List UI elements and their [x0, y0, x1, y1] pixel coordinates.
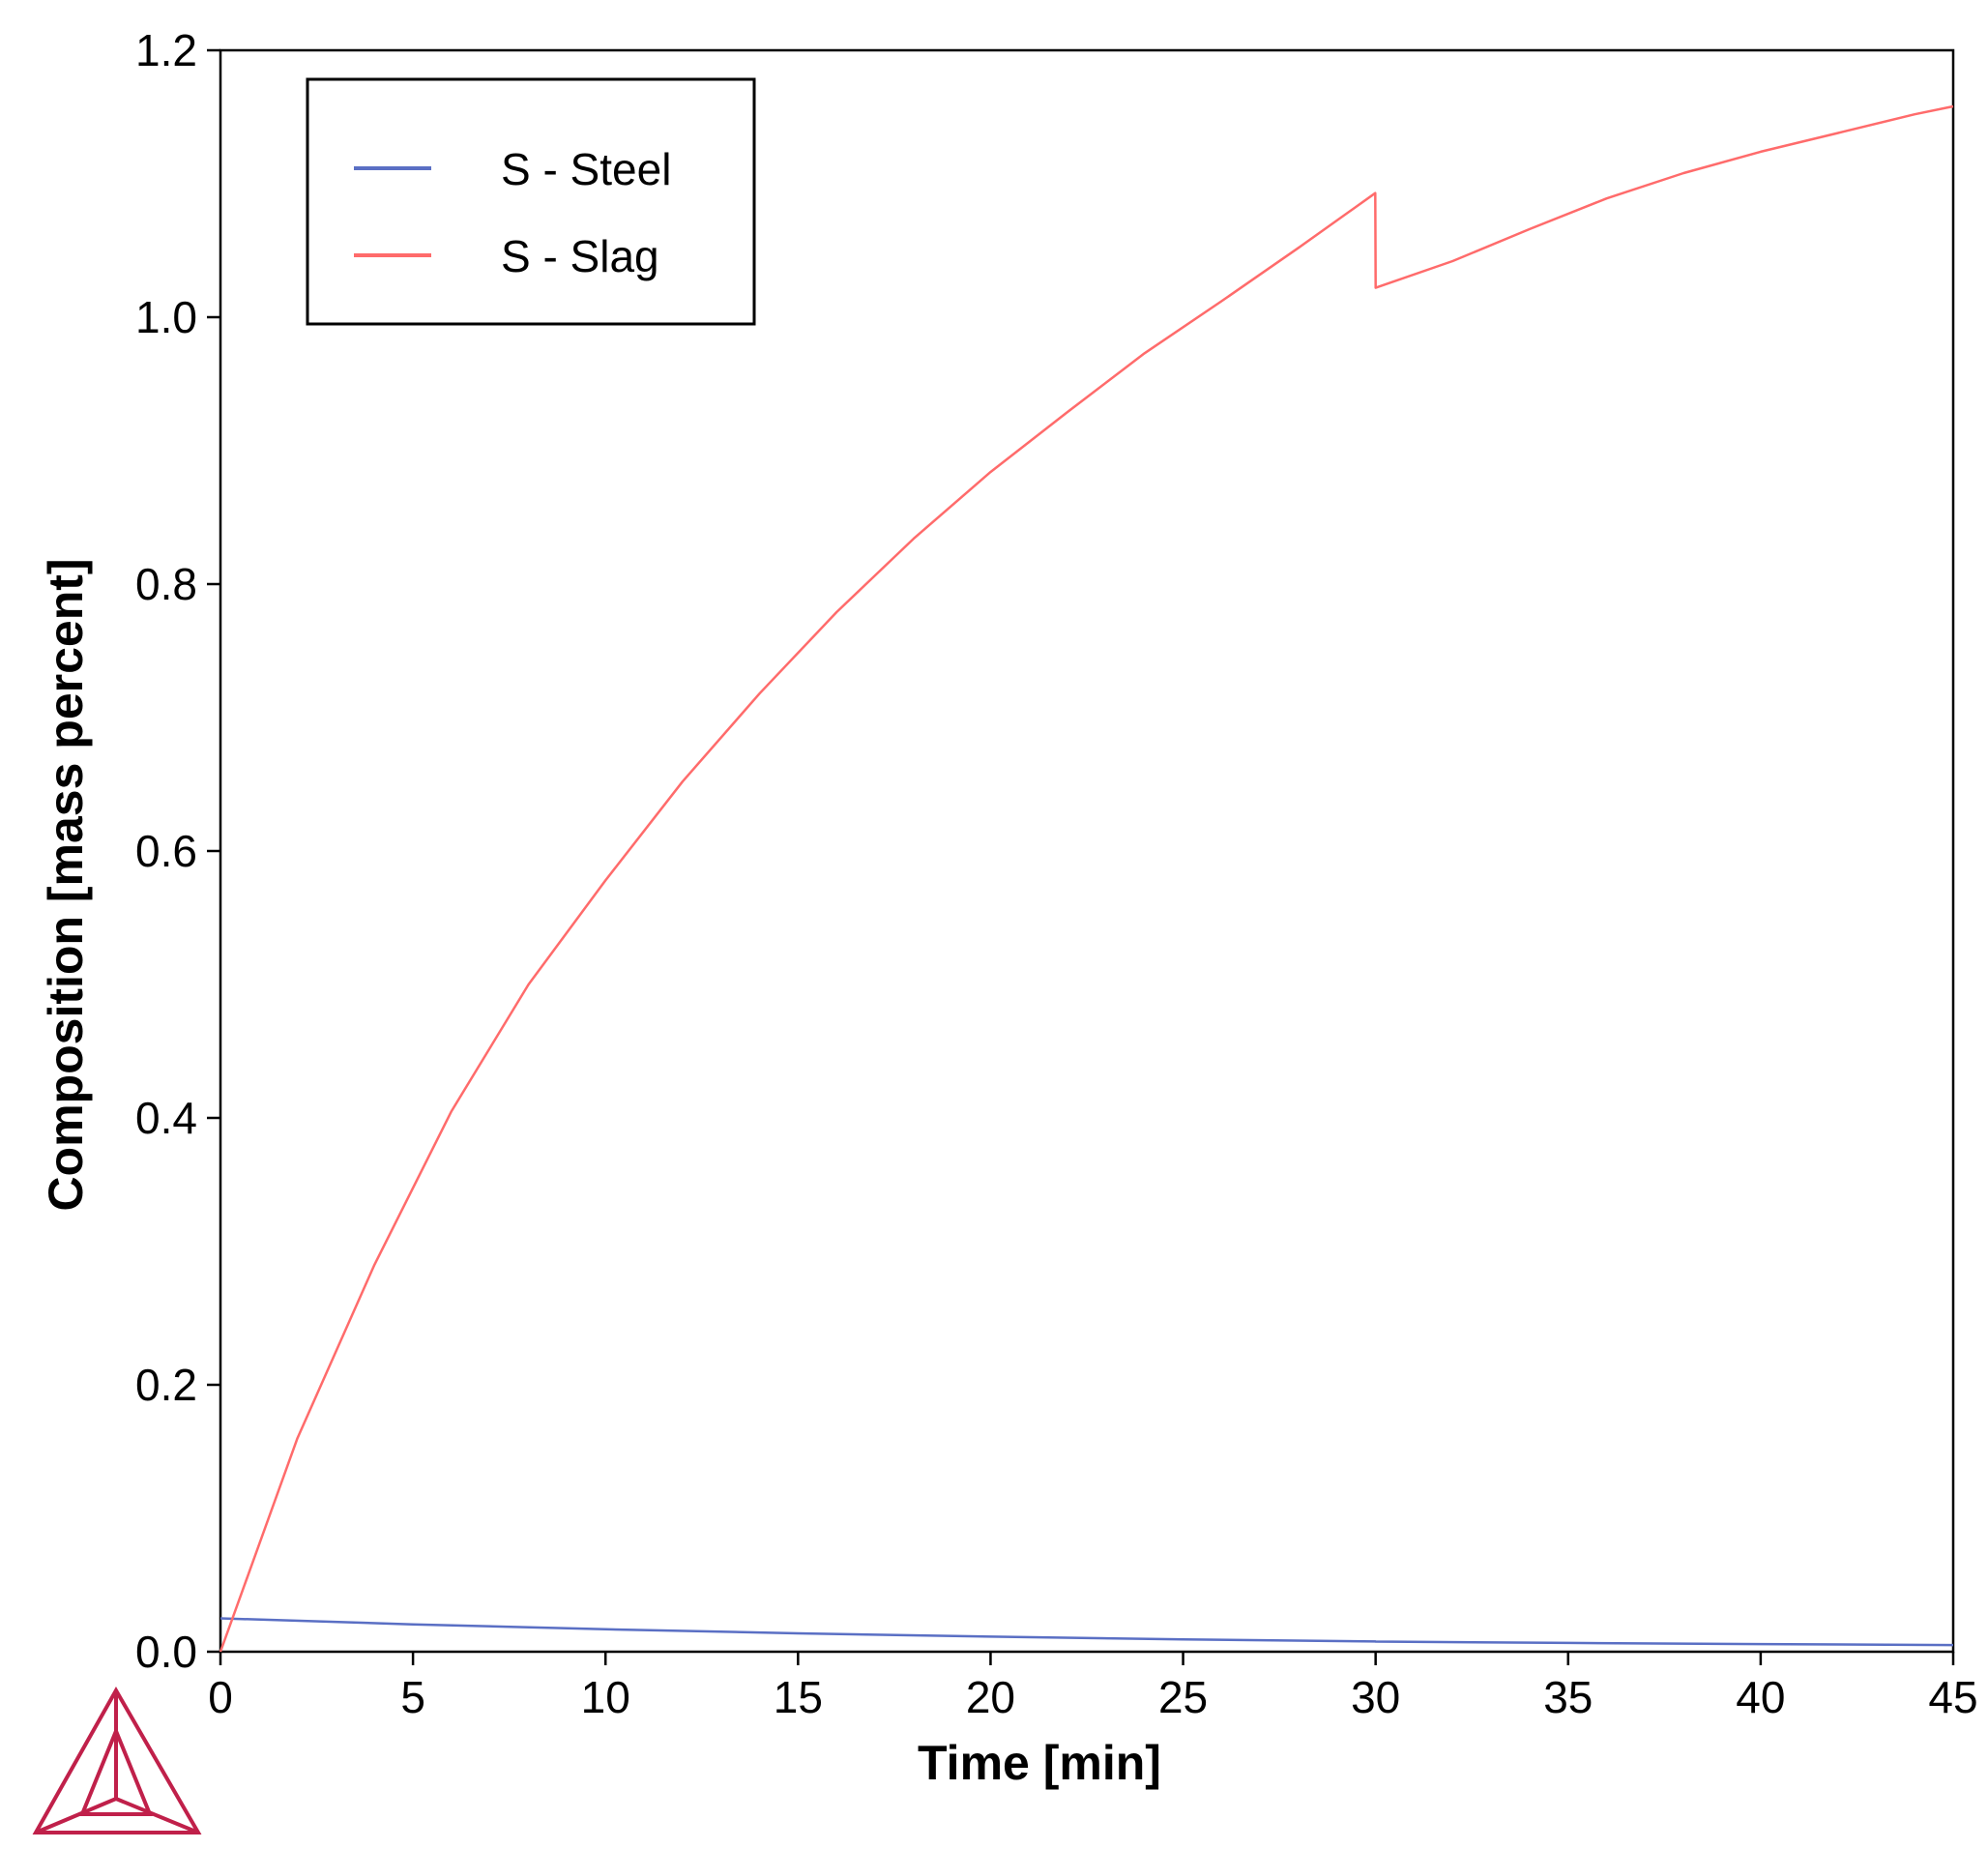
legend-label-steel: S - Steel	[501, 144, 671, 194]
y-tick-label: 0.4	[135, 1093, 197, 1143]
x-tick-label: 25	[1158, 1672, 1208, 1722]
x-axis: 0 5 10 15 20 25 30 35 40 45	[208, 1652, 1978, 1722]
x-tick-label: 0	[208, 1672, 233, 1722]
x-tick-label: 15	[774, 1672, 823, 1722]
legend: S - Steel S - Slag	[306, 77, 756, 326]
y-axis-title: Composition [mass percent]	[39, 558, 93, 1211]
series-line-slag	[219, 104, 1954, 1653]
y-tick-label: 0.2	[135, 1360, 197, 1410]
series-line-steel	[219, 1617, 1954, 1647]
legend-label-slag: S - Slag	[501, 231, 659, 281]
y-tick-label: 0.8	[135, 559, 197, 609]
x-tick-label: 30	[1351, 1672, 1400, 1722]
legend-box	[306, 77, 756, 326]
y-tick-label: 1.0	[135, 292, 197, 342]
x-tick-label: 20	[966, 1672, 1015, 1722]
y-tick-label: 1.2	[135, 25, 197, 75]
x-tick-label: 35	[1543, 1672, 1593, 1722]
series-layer	[219, 104, 1954, 1653]
x-tick-label: 40	[1736, 1672, 1785, 1722]
x-tick-label: 5	[400, 1672, 425, 1722]
y-tick-label: 0.6	[135, 826, 197, 876]
triangle-logo-icon	[32, 1686, 202, 1834]
x-tick-label: 10	[581, 1672, 630, 1722]
x-axis-title: Time [min]	[918, 1736, 1161, 1790]
x-tick-label: 45	[1928, 1672, 1977, 1722]
y-tick-label: 0.0	[135, 1627, 197, 1677]
y-axis: 0.0 0.2 0.4 0.6 0.8 1.0 1.2	[135, 25, 220, 1677]
